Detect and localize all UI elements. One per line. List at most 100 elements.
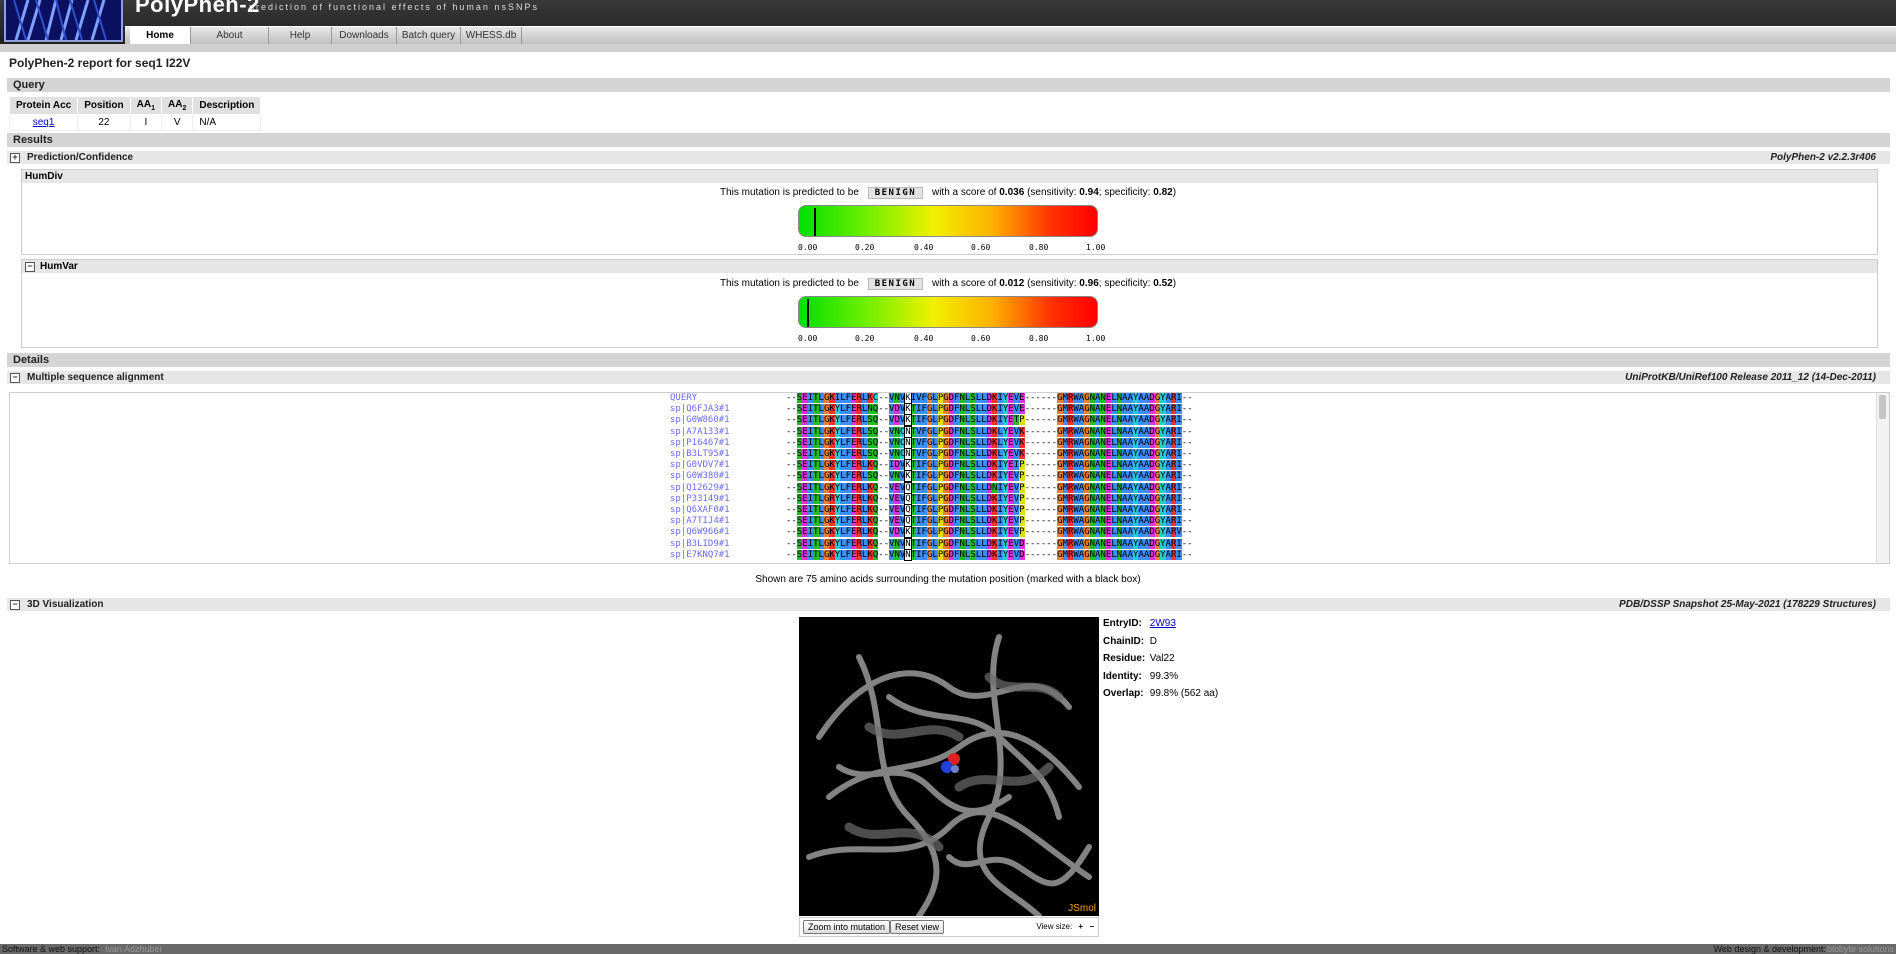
alignment-scrollbar[interactable]	[1876, 393, 1889, 563]
prediction-confidence-header[interactable]: + Prediction/Confidence PolyPhen-2 v2.2.…	[7, 151, 1890, 164]
alignment-seq-name[interactable]: sp|Q6XAF0#1	[670, 505, 730, 515]
alignment-sequence: --SEITLGKYLFERLSQ--VNVKTIFGLPGDFNLSLLDKI…	[786, 470, 1193, 483]
residue-value: Val22	[1149, 653, 1175, 664]
humvar-prediction-text: This mutation is predicted to be BENIGN …	[0, 278, 1896, 290]
alignment-sequence: --SEITLGRYLFERLKQ--VEVQTIFGLPGDFNLSLLDKI…	[786, 492, 1193, 505]
alignment-seq-name[interactable]: sp|A7TIJ4#1	[670, 516, 730, 527]
alignment-seq-name[interactable]: sp|P16467#1	[670, 437, 730, 448]
nav-downloads[interactable]: Downloads	[332, 27, 397, 45]
humdiv-sensitivity: 0.94	[1079, 187, 1099, 198]
aa1-cell: I	[129, 114, 163, 131]
alignment-sequence: --SEITLGKYLFERLKQ--VNVNTIFGLPGDFNLSLLDKI…	[786, 537, 1193, 550]
residue-label: Residue:	[1103, 653, 1146, 664]
humvar-score: 0.012	[999, 278, 1025, 289]
humvar-specificity-text: ; specificity:	[1098, 278, 1151, 289]
alignment-sequence: --SEITLGRYLFERLKQ--VEVQTIFGLPGDFNLSLLDKI…	[786, 504, 1193, 516]
tick-label: 1.00	[1086, 334, 1106, 343]
overlap-value: 99.8% (562 aa)	[1149, 688, 1219, 699]
identity-value: 99.3%	[1149, 670, 1179, 682]
humvar-label: − HumVar	[22, 260, 1877, 273]
humdiv-score-bar	[798, 205, 1098, 237]
viz-header[interactable]: − 3D Visualization PDB/DSSP Snapshot 25-…	[7, 598, 1890, 611]
reset-view-button[interactable]: Reset view	[890, 920, 945, 934]
chain-id-label: ChainID:	[1103, 635, 1145, 647]
tick-label: 0.40	[914, 334, 934, 343]
alignment-sequence: --SEITLGKYLFERLKQ--IDVKTIFGLPGDFNLSLLDKI…	[786, 459, 1193, 472]
footer-software-name[interactable]: Ivan Adzhubei	[105, 944, 162, 954]
alignment-seq-name[interactable]: sp|B3LID9#1	[670, 538, 730, 549]
alignment-seq-name[interactable]: sp|Q6FJA3#1	[670, 404, 730, 415]
alignment-sequence: --SEITLGKYLFERLSQ--VDVKTIFGLPGDFNLSLLDKI…	[786, 414, 1193, 427]
zoom-into-mutation-button[interactable]: Zoom into mutation	[803, 920, 891, 934]
alignment-scroll-thumb[interactable]	[1879, 395, 1886, 419]
nav-help[interactable]: Help	[269, 27, 332, 45]
humdiv-prefix: This mutation is predicted to be	[719, 187, 859, 198]
view-size-minus-button[interactable]: −	[1089, 922, 1094, 931]
col-aa2: AA2	[161, 96, 194, 115]
alignment-viewer[interactable]: QUERY --SEITLGKILFERLKC--VNVKIVFGLPGDFNLS…	[9, 392, 1890, 564]
collapse-icon[interactable]: −	[10, 373, 20, 383]
alignment-seq-name[interactable]: sp|P33149#1	[670, 493, 730, 504]
humvar-prefix: This mutation is predicted to be	[719, 278, 859, 289]
footer-software-label: Software & web support:	[2, 944, 101, 954]
footer-bar: Software & web support: Ivan Adzhubei We…	[0, 944, 1896, 954]
alignment-seq-name[interactable]: sp|G0VDV7#1	[670, 460, 730, 471]
humvar-score-marker	[806, 299, 809, 327]
humdiv-close: )	[1172, 187, 1177, 198]
tick-label: 0.20	[855, 243, 875, 252]
alignment-sequence: --SEITLGKYLFERLKQ--VEVQTIFGLPGDFNLSLLDNI…	[786, 481, 1193, 494]
expand-icon[interactable]: +	[10, 153, 20, 163]
chain-id-value: D	[1149, 635, 1158, 647]
position-cell: 22	[77, 114, 131, 131]
humdiv-prediction-text: This mutation is predicted to be BENIGN …	[0, 187, 1896, 199]
humdiv-score: 0.036	[999, 187, 1025, 198]
protein-structure-image	[799, 617, 1099, 916]
tick-label: 1.00	[1086, 243, 1106, 252]
header-bar: PolyPhen-2 prediction of functional effe…	[0, 0, 1896, 45]
nav-about[interactable]: About	[191, 27, 269, 45]
tick-label: 0.00	[798, 243, 818, 252]
footer-design-label: Web design & development:	[1713, 944, 1826, 954]
humdiv-specificity: 0.82	[1153, 187, 1173, 198]
view-size-plus-button[interactable]: +	[1078, 922, 1084, 931]
tick-label: 0.80	[1029, 334, 1049, 343]
query-section-header: Query	[7, 78, 1890, 92]
viz-label: 3D Visualization	[27, 599, 104, 610]
nav-home[interactable]: Home	[130, 27, 191, 45]
protein-acc-link[interactable]: seq1	[8, 114, 79, 131]
results-section-header: Results	[7, 133, 1890, 147]
jsmol-3d-viewer[interactable]: JSmol	[799, 617, 1099, 916]
collapse-icon[interactable]: −	[10, 600, 20, 610]
footer-design-name[interactable]: biobyte solutions	[1826, 944, 1894, 954]
alignment-seq-name[interactable]: sp|Q6W966#1	[670, 527, 730, 538]
entry-id-link[interactable]: 2W93	[1149, 618, 1176, 629]
alignment-seq-name[interactable]: sp|B3LT95#1	[670, 449, 730, 459]
msa-label: Multiple sequence alignment	[27, 372, 164, 383]
humdiv-specificity-text: ; specificity:	[1098, 187, 1151, 198]
alignment-seq-name[interactable]: sp|A7A133#1	[670, 426, 730, 437]
col-description: Description	[192, 96, 262, 115]
prediction-confidence-label: Prediction/Confidence	[27, 152, 134, 163]
alignment-sequence: --SEITLGKYLFERLSQ--VNCNTVFGLPGDFNLSLLDKL…	[786, 425, 1193, 438]
alignment-sequence: --SEITLGKYLFERLKQ--VNVNTIFGLPGDFNLSLLDKI…	[786, 548, 1193, 561]
alignment-seq-name[interactable]: QUERY	[670, 393, 698, 403]
alignment-seq-name[interactable]: sp|Q12629#1	[670, 482, 730, 493]
humvar-close: )	[1172, 278, 1177, 289]
humdiv-score-text: with a score of	[931, 187, 997, 198]
alignment-note: Shown are 75 amino acids surrounding the…	[755, 574, 1141, 585]
msa-header[interactable]: − Multiple sequence alignment UniProtKB/…	[7, 371, 1890, 384]
alignment-seq-name[interactable]: sp|G0W860#1	[670, 415, 730, 426]
nav-batch-query[interactable]: Batch query	[397, 27, 461, 45]
polyphen-version: PolyPhen-2 v2.2.3r406	[1770, 152, 1876, 163]
col-aa1: AA1	[129, 96, 163, 115]
nav-whess-db[interactable]: WHESS.db	[461, 27, 522, 45]
alignment-seq-name[interactable]: sp|E7KNQ7#1	[670, 549, 730, 560]
collapse-icon[interactable]: −	[25, 262, 35, 272]
humvar-label-text: HumVar	[40, 261, 78, 272]
jsmol-label: JSmol	[1068, 903, 1096, 914]
polyphen-logo[interactable]	[4, 0, 123, 42]
alignment-seq-name[interactable]: sp|G0W380#1	[670, 471, 730, 482]
humvar-score-text: with a score of	[931, 278, 997, 289]
view-size-label: View size:	[1036, 922, 1073, 931]
view-size-control: View size: + −	[1036, 922, 1094, 931]
